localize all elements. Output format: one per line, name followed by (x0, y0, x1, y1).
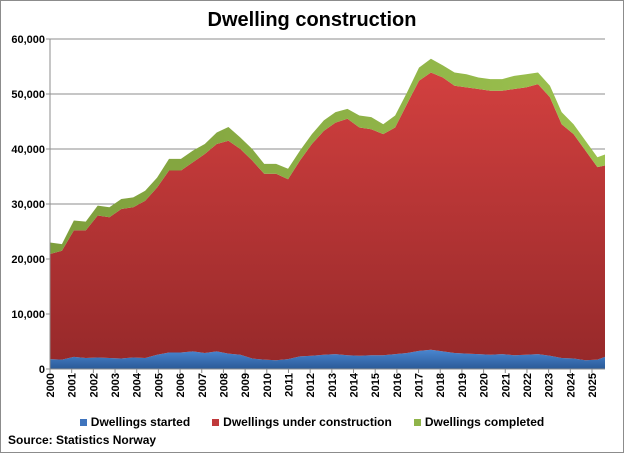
y-tick-label: 20,000 (11, 254, 45, 266)
legend-item-under-construction: Dwellings under construction (212, 415, 392, 429)
y-tick-label: 10,000 (11, 309, 45, 321)
y-tick-label: 50,000 (11, 89, 45, 101)
x-tick-label: 2016 (392, 373, 404, 397)
legend-swatch-completed (413, 418, 421, 426)
x-tick-label: 2002 (88, 373, 100, 397)
y-tick-label: 0 (39, 364, 45, 376)
x-tick-label: 2021 (500, 373, 512, 397)
x-tick-label: 2012 (305, 373, 317, 397)
source-note: Source: Statistics Norway (8, 433, 157, 447)
area-dwellings-started (50, 349, 605, 369)
area-dwellings-under-construction (50, 72, 605, 361)
x-tick-label: 2004 (132, 372, 144, 397)
x-tick-label: 2003 (110, 373, 122, 397)
legend: Dwellings started Dwellings under constr… (1, 415, 623, 429)
x-tick-label: 2024 (565, 372, 577, 397)
x-tick-label: 2023 (544, 373, 556, 397)
x-tick-label: 2011 (283, 373, 295, 397)
x-tick-label: 2015 (370, 373, 382, 397)
legend-label: Dwellings completed (424, 415, 545, 429)
x-tick-label: 2019 (457, 373, 469, 397)
x-tick-label: 2005 (153, 373, 165, 397)
legend-swatch-under-construction (212, 418, 220, 426)
legend-item-started: Dwellings started (79, 415, 191, 429)
legend-label: Dwellings started (90, 415, 191, 429)
x-tick-label: 2013 (327, 373, 339, 397)
y-tick-label: 60,000 (11, 34, 45, 46)
x-tick-label: 2001 (67, 373, 79, 397)
x-tick-label: 2009 (240, 373, 252, 397)
x-tick-label: 2007 (197, 373, 209, 397)
x-tick-label: 2014 (349, 372, 361, 397)
x-tick-label: 2018 (435, 373, 447, 397)
x-tick-label: 2017 (414, 373, 426, 397)
x-tick-label: 2025 (587, 373, 599, 397)
x-tick-label: 2020 (479, 373, 491, 397)
x-tick-label: 2022 (522, 373, 534, 397)
x-tick-label: 2008 (218, 373, 230, 397)
legend-swatch-started (79, 418, 87, 426)
legend-item-completed: Dwellings completed (413, 415, 545, 429)
x-tick-label: 2006 (175, 373, 187, 397)
y-tick-label: 40,000 (11, 144, 45, 156)
x-tick-label: 2000 (45, 373, 57, 397)
y-tick-label: 30,000 (11, 199, 45, 211)
legend-label: Dwellings under construction (223, 415, 392, 429)
x-tick-label: 2010 (262, 373, 274, 397)
chart-title: Dwelling construction (207, 9, 417, 31)
